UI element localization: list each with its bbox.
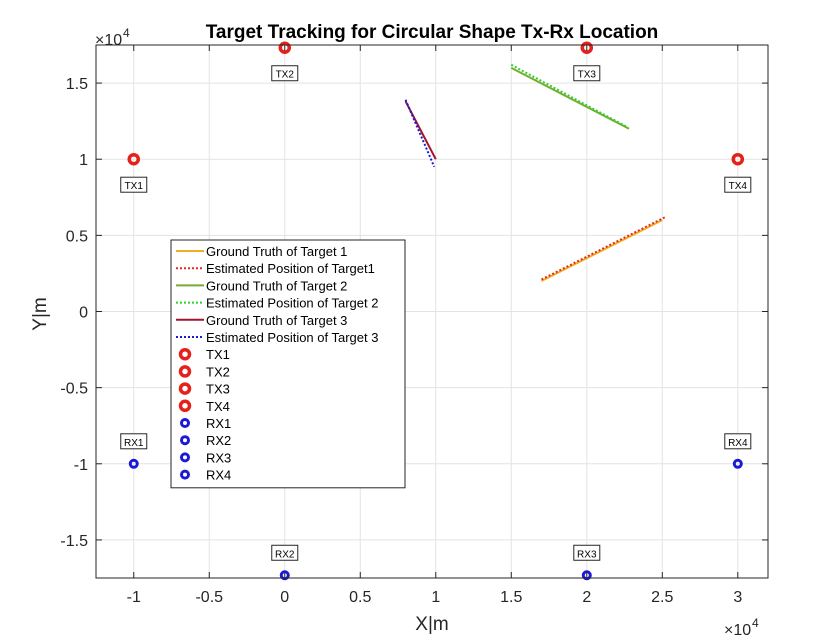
legend-entry-series-1: Ground Truth of Target 1 <box>206 244 347 259</box>
x-tick-label: 1 <box>431 589 440 606</box>
station-label-tx1: TX1 <box>125 181 144 192</box>
station-label-tx3: TX3 <box>578 70 597 81</box>
legend-marker-rx2 <box>180 435 190 446</box>
legend-marker-tx2 <box>178 365 192 378</box>
station-label-box <box>271 65 299 82</box>
series-line-3 <box>510 66 630 130</box>
legend: Ground Truth of Target 1 Estimated Positi… <box>170 239 406 489</box>
station-marker-rx2 <box>279 570 290 581</box>
station-layer: TX1 TX2 TX3 TX4 RX1 RX2 RX3 RX4 <box>120 41 752 581</box>
legend-entry-series-4: Estimated Position of Target 2 <box>206 296 378 311</box>
series-line-6 <box>404 99 436 168</box>
y-exponent-power: 4 <box>123 26 130 40</box>
series-line-2 <box>541 216 666 281</box>
legend-entry-tx2: TX2 <box>206 364 230 379</box>
x-tick-label: -0.5 <box>195 589 223 606</box>
legend-entry-tx4: TX4 <box>206 399 230 414</box>
station-label-rx4: RX4 <box>728 438 748 449</box>
legend-entry-tx3: TX3 <box>206 382 230 397</box>
legend-marker-tx3 <box>178 382 192 395</box>
y-exponent-label: ×10 4 <box>95 26 130 49</box>
legend-entry-series-3: Ground Truth of Target 2 <box>206 278 347 293</box>
station-marker-tx1 <box>127 152 141 166</box>
series-layer <box>404 63 666 282</box>
x-tick-label: -1 <box>127 589 141 606</box>
station-marker-tx3 <box>580 41 594 54</box>
y-tick-label: -0.5 <box>60 381 88 398</box>
tick-layer: -1 -0.5 0 0.5 1 1.5 2 2.5 3 -1.5 -1 -0.5 0 0.5 1 1.5 <box>60 45 768 606</box>
station-label-rx1: RX1 <box>124 438 144 449</box>
station-label-box <box>271 544 299 561</box>
x-exponent-power: 4 <box>752 616 759 630</box>
y-tick-label: -1.5 <box>60 533 88 550</box>
chart-title: Target Tracking for Circular Shape Tx-Rx… <box>206 22 659 43</box>
station-marker-tx2 <box>278 41 292 54</box>
x-axis-title: X|m <box>415 614 448 635</box>
station-marker-rx3 <box>581 570 592 581</box>
station-label-tx4: TX4 <box>729 181 748 192</box>
y-tick-label: 0.5 <box>66 228 88 245</box>
y-tick-label: 0 <box>79 305 88 322</box>
legend-box <box>170 239 406 489</box>
station-label-rx2: RX2 <box>275 549 295 560</box>
legend-entry-rx2: RX2 <box>206 433 231 448</box>
x-tick-label: 2 <box>582 589 591 606</box>
y-tick-label: 1.5 <box>66 76 88 93</box>
legend-entry-rx4: RX4 <box>206 468 231 483</box>
station-label-box <box>120 176 148 193</box>
series-line-1 <box>541 219 663 282</box>
station-marker-tx4 <box>731 152 745 166</box>
y-tick-label: 1 <box>79 152 88 169</box>
legend-entry-tx1: TX1 <box>206 347 230 362</box>
legend-entry-rx3: RX3 <box>206 450 231 465</box>
station-label-box <box>724 433 752 450</box>
y-axis-title: Y|m <box>30 297 51 330</box>
legend-entry-series-6: Estimated Position of Target 3 <box>206 330 378 345</box>
station-label-box <box>573 544 601 561</box>
legend-entry-series-2: Estimated Position of Target1 <box>206 261 375 276</box>
legend-marker-rx4 <box>180 469 190 480</box>
x-tick-label: 3 <box>733 589 742 606</box>
legend-marker-rx1 <box>180 418 190 428</box>
x-exponent-label: ×10 4 <box>724 616 759 639</box>
y-exponent-base: ×10 <box>95 32 122 49</box>
station-label-box <box>724 176 752 193</box>
legend-marker-rx3 <box>180 452 190 463</box>
legend-entry-series-5: Ground Truth of Target 3 <box>206 313 347 328</box>
station-label-box <box>573 65 601 82</box>
x-exponent-base: ×10 <box>724 622 751 639</box>
station-label-box <box>120 433 148 450</box>
series-line-4 <box>510 63 629 129</box>
station-marker-rx4 <box>732 458 743 469</box>
station-label-tx2: TX2 <box>276 70 295 81</box>
legend-marker-tx1 <box>178 347 192 361</box>
y-tick-label: -1 <box>74 457 88 474</box>
legend-marker-tx4 <box>178 399 192 413</box>
x-tick-label: 1.5 <box>500 589 522 606</box>
x-tick-label: 0 <box>280 589 289 606</box>
station-label-rx3: RX3 <box>577 549 597 560</box>
legend-entry-rx1: RX1 <box>206 416 231 431</box>
station-marker-rx1 <box>128 458 139 469</box>
x-tick-label: 2.5 <box>651 589 673 606</box>
x-tick-label: 0.5 <box>349 589 371 606</box>
